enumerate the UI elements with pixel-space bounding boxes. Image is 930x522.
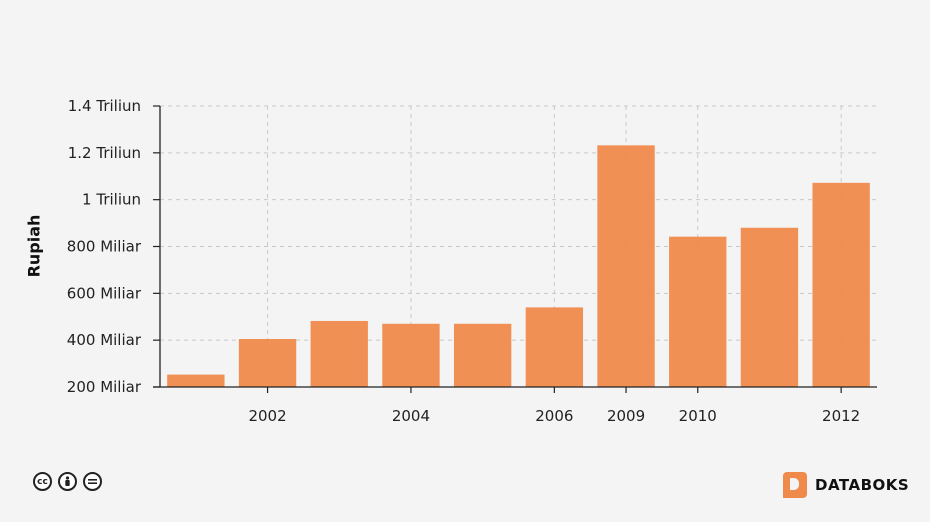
cc-icon[interactable]: cc	[33, 472, 52, 491]
bar	[238, 338, 297, 387]
y-tick-label: 1.2 Triliun	[68, 144, 141, 162]
x-tick-label: 2009	[607, 407, 645, 425]
y-axis-title: Rupiah	[24, 214, 44, 278]
nd-icon[interactable]	[83, 472, 102, 491]
x-tick-label: 2002	[248, 407, 286, 425]
bar	[453, 323, 512, 387]
bar	[669, 236, 727, 387]
bar	[597, 145, 655, 387]
bar	[382, 323, 440, 387]
y-tick-label: 200 Miliar	[67, 378, 142, 396]
y-tick-label: 600 Miliar	[67, 284, 142, 302]
bar	[740, 227, 799, 387]
x-tick-label: 2006	[535, 407, 573, 425]
databoks-logo-icon	[783, 472, 807, 498]
brand-name: DATABOKS	[815, 476, 910, 494]
x-tick-label: 2010	[679, 407, 717, 425]
bar	[812, 182, 870, 387]
y-tick-label: 800 Miliar	[67, 238, 142, 256]
license-icons: cc	[33, 472, 102, 491]
bar	[167, 374, 225, 387]
by-icon[interactable]	[58, 472, 77, 491]
brand-logo[interactable]: DATABOKS	[783, 472, 909, 498]
bar	[310, 320, 368, 387]
y-tick-label: 1 Triliun	[82, 191, 141, 209]
y-tick-label: 1.4 Triliun	[68, 97, 141, 115]
bar	[525, 307, 584, 387]
y-tick-label: 400 Miliar	[67, 331, 142, 349]
x-tick-label: 2004	[392, 407, 430, 425]
x-tick-label: 2012	[822, 407, 860, 425]
